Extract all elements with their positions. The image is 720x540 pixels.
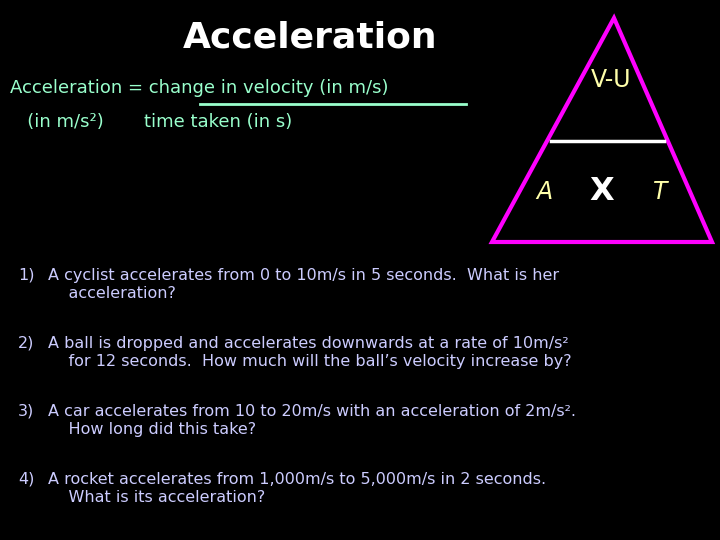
Text: 1): 1)	[18, 268, 35, 283]
Text: What is its acceleration?: What is its acceleration?	[48, 490, 265, 505]
Text: A car accelerates from 10 to 20m/s with an acceleration of 2m/s².: A car accelerates from 10 to 20m/s with …	[48, 404, 576, 419]
Text: A rocket accelerates from 1,000m/s to 5,000m/s in 2 seconds.: A rocket accelerates from 1,000m/s to 5,…	[48, 472, 546, 487]
Text: 4): 4)	[18, 472, 35, 487]
Text: 3): 3)	[18, 404, 35, 419]
Text: A: A	[536, 180, 552, 204]
Text: X: X	[590, 176, 614, 207]
Text: (in m/s²)       time taken (in s): (in m/s²) time taken (in s)	[10, 113, 292, 131]
Text: T: T	[653, 180, 667, 204]
Text: for 12 seconds.  How much will the ball’s velocity increase by?: for 12 seconds. How much will the ball’s…	[48, 354, 572, 369]
Text: Acceleration = change in velocity (in m/s): Acceleration = change in velocity (in m/…	[10, 79, 389, 97]
Text: Acceleration: Acceleration	[183, 21, 437, 55]
Text: acceleration?: acceleration?	[48, 286, 176, 301]
Text: How long did this take?: How long did this take?	[48, 422, 256, 437]
Text: 2): 2)	[18, 336, 35, 351]
Text: A ball is dropped and accelerates downwards at a rate of 10m/s²: A ball is dropped and accelerates downwa…	[48, 336, 569, 351]
Text: V-U: V-U	[590, 68, 631, 92]
Text: A cyclist accelerates from 0 to 10m/s in 5 seconds.  What is her: A cyclist accelerates from 0 to 10m/s in…	[48, 268, 559, 283]
